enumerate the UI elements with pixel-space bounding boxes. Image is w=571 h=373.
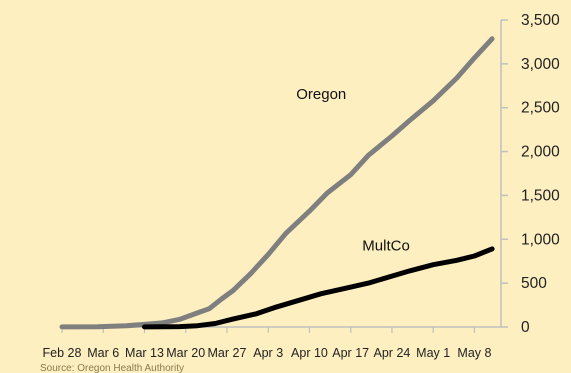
y-tick-label: 3,500 [521, 12, 560, 29]
series-line-oregon [59, 36, 495, 330]
y-tick-label: 1,000 [521, 231, 560, 248]
y-tick-label: 1,500 [521, 187, 560, 204]
x-tick-label: May 1 [416, 346, 450, 360]
series-label-oregon: Oregon [296, 86, 346, 103]
x-tick-label: Apr 10 [291, 346, 328, 360]
annotation-layer: Oregon MultCo [296, 86, 410, 255]
series-line-multco [142, 246, 495, 330]
series-layer [59, 36, 495, 330]
y-tick-label: 3,000 [521, 56, 560, 73]
y-tick-label: 0 [521, 319, 530, 336]
x-tick-label: Mar 6 [87, 346, 119, 360]
y-tick-label: 2,000 [521, 144, 560, 161]
x-tick-label: Feb 28 [43, 346, 82, 360]
x-tick-label: Mar 13 [125, 346, 164, 360]
axes: 0 500 1,000 1,500 2,000 2,500 3,000 3,500 Feb 28… [43, 12, 561, 360]
series-label-multco: MultCo [362, 238, 410, 255]
x-tick-label: Mar 27 [208, 346, 247, 360]
x-tick-label: Apr 24 [374, 346, 411, 360]
x-tick-label: Apr 17 [332, 346, 369, 360]
source-note: Source: Oregon Health Authority [40, 363, 184, 373]
x-tick-label: May 8 [457, 346, 491, 360]
x-tick-label: Apr 3 [253, 346, 283, 360]
y-tick-label: 500 [521, 275, 547, 292]
y-tick-label: 2,500 [521, 100, 560, 117]
x-tick-label: Mar 20 [166, 346, 205, 360]
